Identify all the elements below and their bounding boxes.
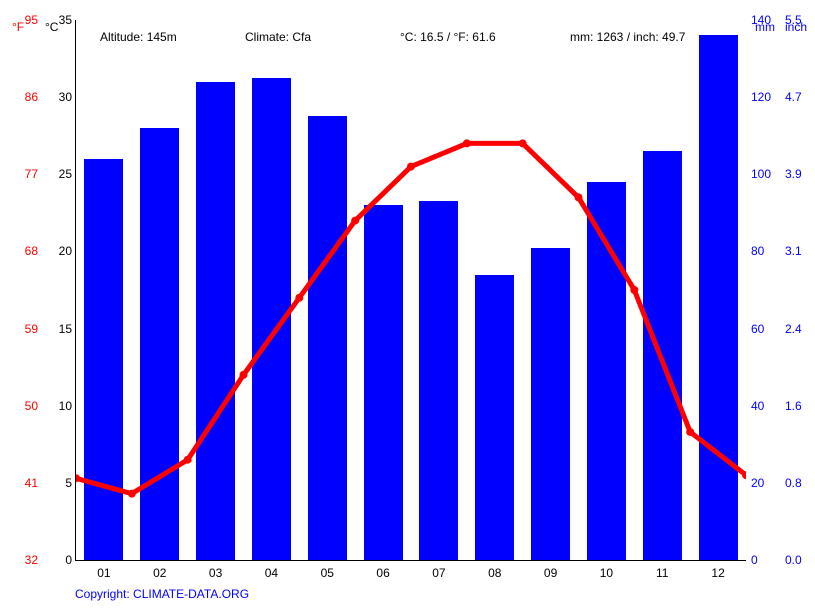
plot-area: 010203040506070809101112: [75, 20, 746, 561]
precip-bar: [308, 116, 347, 560]
precip-bar: [84, 159, 123, 560]
precip-bar: [364, 205, 403, 560]
axis-tick: 0: [751, 553, 781, 567]
axis-tick: 30: [42, 90, 72, 104]
axis-tick: 0.0: [785, 553, 815, 567]
month-label: 06: [376, 566, 389, 580]
axis-tick: 68: [8, 244, 38, 258]
axis-tick: 5.5: [785, 13, 815, 27]
month-label: 03: [209, 566, 222, 580]
precip-bar: [140, 128, 179, 560]
month-label: 09: [544, 566, 557, 580]
axis-tick: 35: [42, 13, 72, 27]
precip-bar: [643, 151, 682, 560]
precip-bar: [419, 201, 458, 560]
precip-bar: [475, 275, 514, 560]
axis-tick: 0: [42, 553, 72, 567]
copyright-text: Copyright: CLIMATE-DATA.ORG: [75, 587, 249, 601]
axis-tick: 4.7: [785, 90, 815, 104]
month-label: 01: [97, 566, 110, 580]
axis-tick: 60: [751, 322, 781, 336]
month-label: 05: [321, 566, 334, 580]
precip-bar: [196, 82, 235, 560]
axis-tick: 120: [751, 90, 781, 104]
axis-tick: 41: [8, 476, 38, 490]
month-label: 04: [265, 566, 278, 580]
axis-tick: 86: [8, 90, 38, 104]
axis-tick: 80: [751, 244, 781, 258]
climate-chart: °F °C mm inch Altitude: 145m Climate: Cf…: [0, 0, 815, 611]
axis-tick: 10: [42, 399, 72, 413]
axis-tick: 5: [42, 476, 72, 490]
axis-tick: 20: [42, 244, 72, 258]
axis-tick: 95: [8, 13, 38, 27]
month-label: 12: [711, 566, 724, 580]
axis-tick: 40: [751, 399, 781, 413]
axis-tick: 32: [8, 553, 38, 567]
precip-bar: [252, 78, 291, 560]
axis-tick: 20: [751, 476, 781, 490]
month-label: 02: [153, 566, 166, 580]
month-label: 10: [600, 566, 613, 580]
month-label: 11: [656, 566, 668, 580]
precip-bar: [587, 182, 626, 560]
month-label: 07: [432, 566, 445, 580]
axis-tick: 50: [8, 399, 38, 413]
axis-tick: 2.4: [785, 322, 815, 336]
precip-bar: [531, 248, 570, 560]
axis-tick: 59: [8, 322, 38, 336]
axis-tick: 140: [751, 13, 781, 27]
axis-tick: 0.8: [785, 476, 815, 490]
axis-tick: 77: [8, 167, 38, 181]
precip-bar: [699, 35, 738, 560]
axis-tick: 100: [751, 167, 781, 181]
month-label: 08: [488, 566, 501, 580]
axis-tick: 3.1: [785, 244, 815, 258]
axis-tick: 1.6: [785, 399, 815, 413]
axis-tick: 15: [42, 322, 72, 336]
axis-tick: 3.9: [785, 167, 815, 181]
axis-tick: 25: [42, 167, 72, 181]
